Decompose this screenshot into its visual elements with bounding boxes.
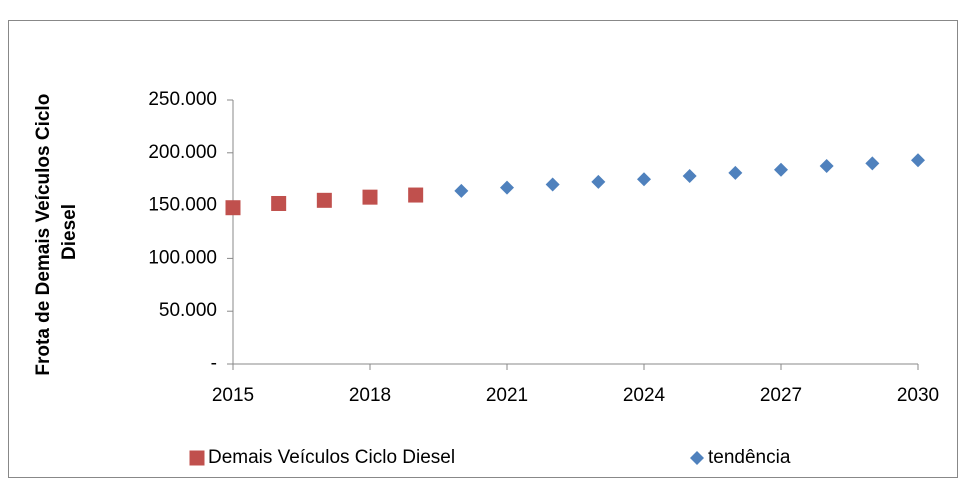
y-tick-label: 250.000: [148, 89, 217, 110]
point: [865, 156, 880, 171]
chart-border: [8, 20, 958, 478]
legend-marker: [690, 451, 704, 465]
y-tick-label: 100.000: [148, 247, 217, 268]
y-axis-label: Frota de Demais Veículos Ciclo Diesel: [33, 88, 80, 375]
legend-label: Demais Veículos Ciclo Diesel: [208, 447, 455, 468]
y-axis-label-line: Frota de Demais Veículos Ciclo: [33, 94, 54, 376]
y-tick-label: 50.000: [159, 300, 217, 321]
point: [545, 177, 560, 192]
point: [591, 174, 606, 189]
point: [362, 189, 378, 205]
y-tick-label: 200.000: [148, 142, 217, 163]
x-tick-label: 2030: [897, 385, 939, 406]
point: [408, 187, 424, 203]
y-axis-label-line: Diesel: [59, 204, 80, 260]
point: [637, 172, 651, 187]
point: [682, 169, 697, 184]
point: [454, 183, 469, 198]
point: [911, 153, 925, 168]
x-tick-label: 2024: [623, 385, 666, 406]
point: [316, 192, 332, 208]
point: [819, 159, 834, 173]
x-tick-label: 2021: [486, 385, 528, 406]
y-tick-label: -: [211, 353, 217, 374]
legend-label: tendência: [708, 447, 791, 468]
point: [774, 162, 788, 177]
legend-marker: [189, 450, 205, 466]
point: [271, 195, 287, 211]
x-tick-label: 2027: [760, 385, 802, 406]
point: [728, 165, 743, 180]
x-tick-label: 2015: [212, 385, 254, 406]
point: [500, 180, 514, 195]
point: [225, 200, 241, 216]
x-tick-label: 2018: [349, 385, 391, 406]
y-tick-label: 150.000: [148, 195, 217, 216]
